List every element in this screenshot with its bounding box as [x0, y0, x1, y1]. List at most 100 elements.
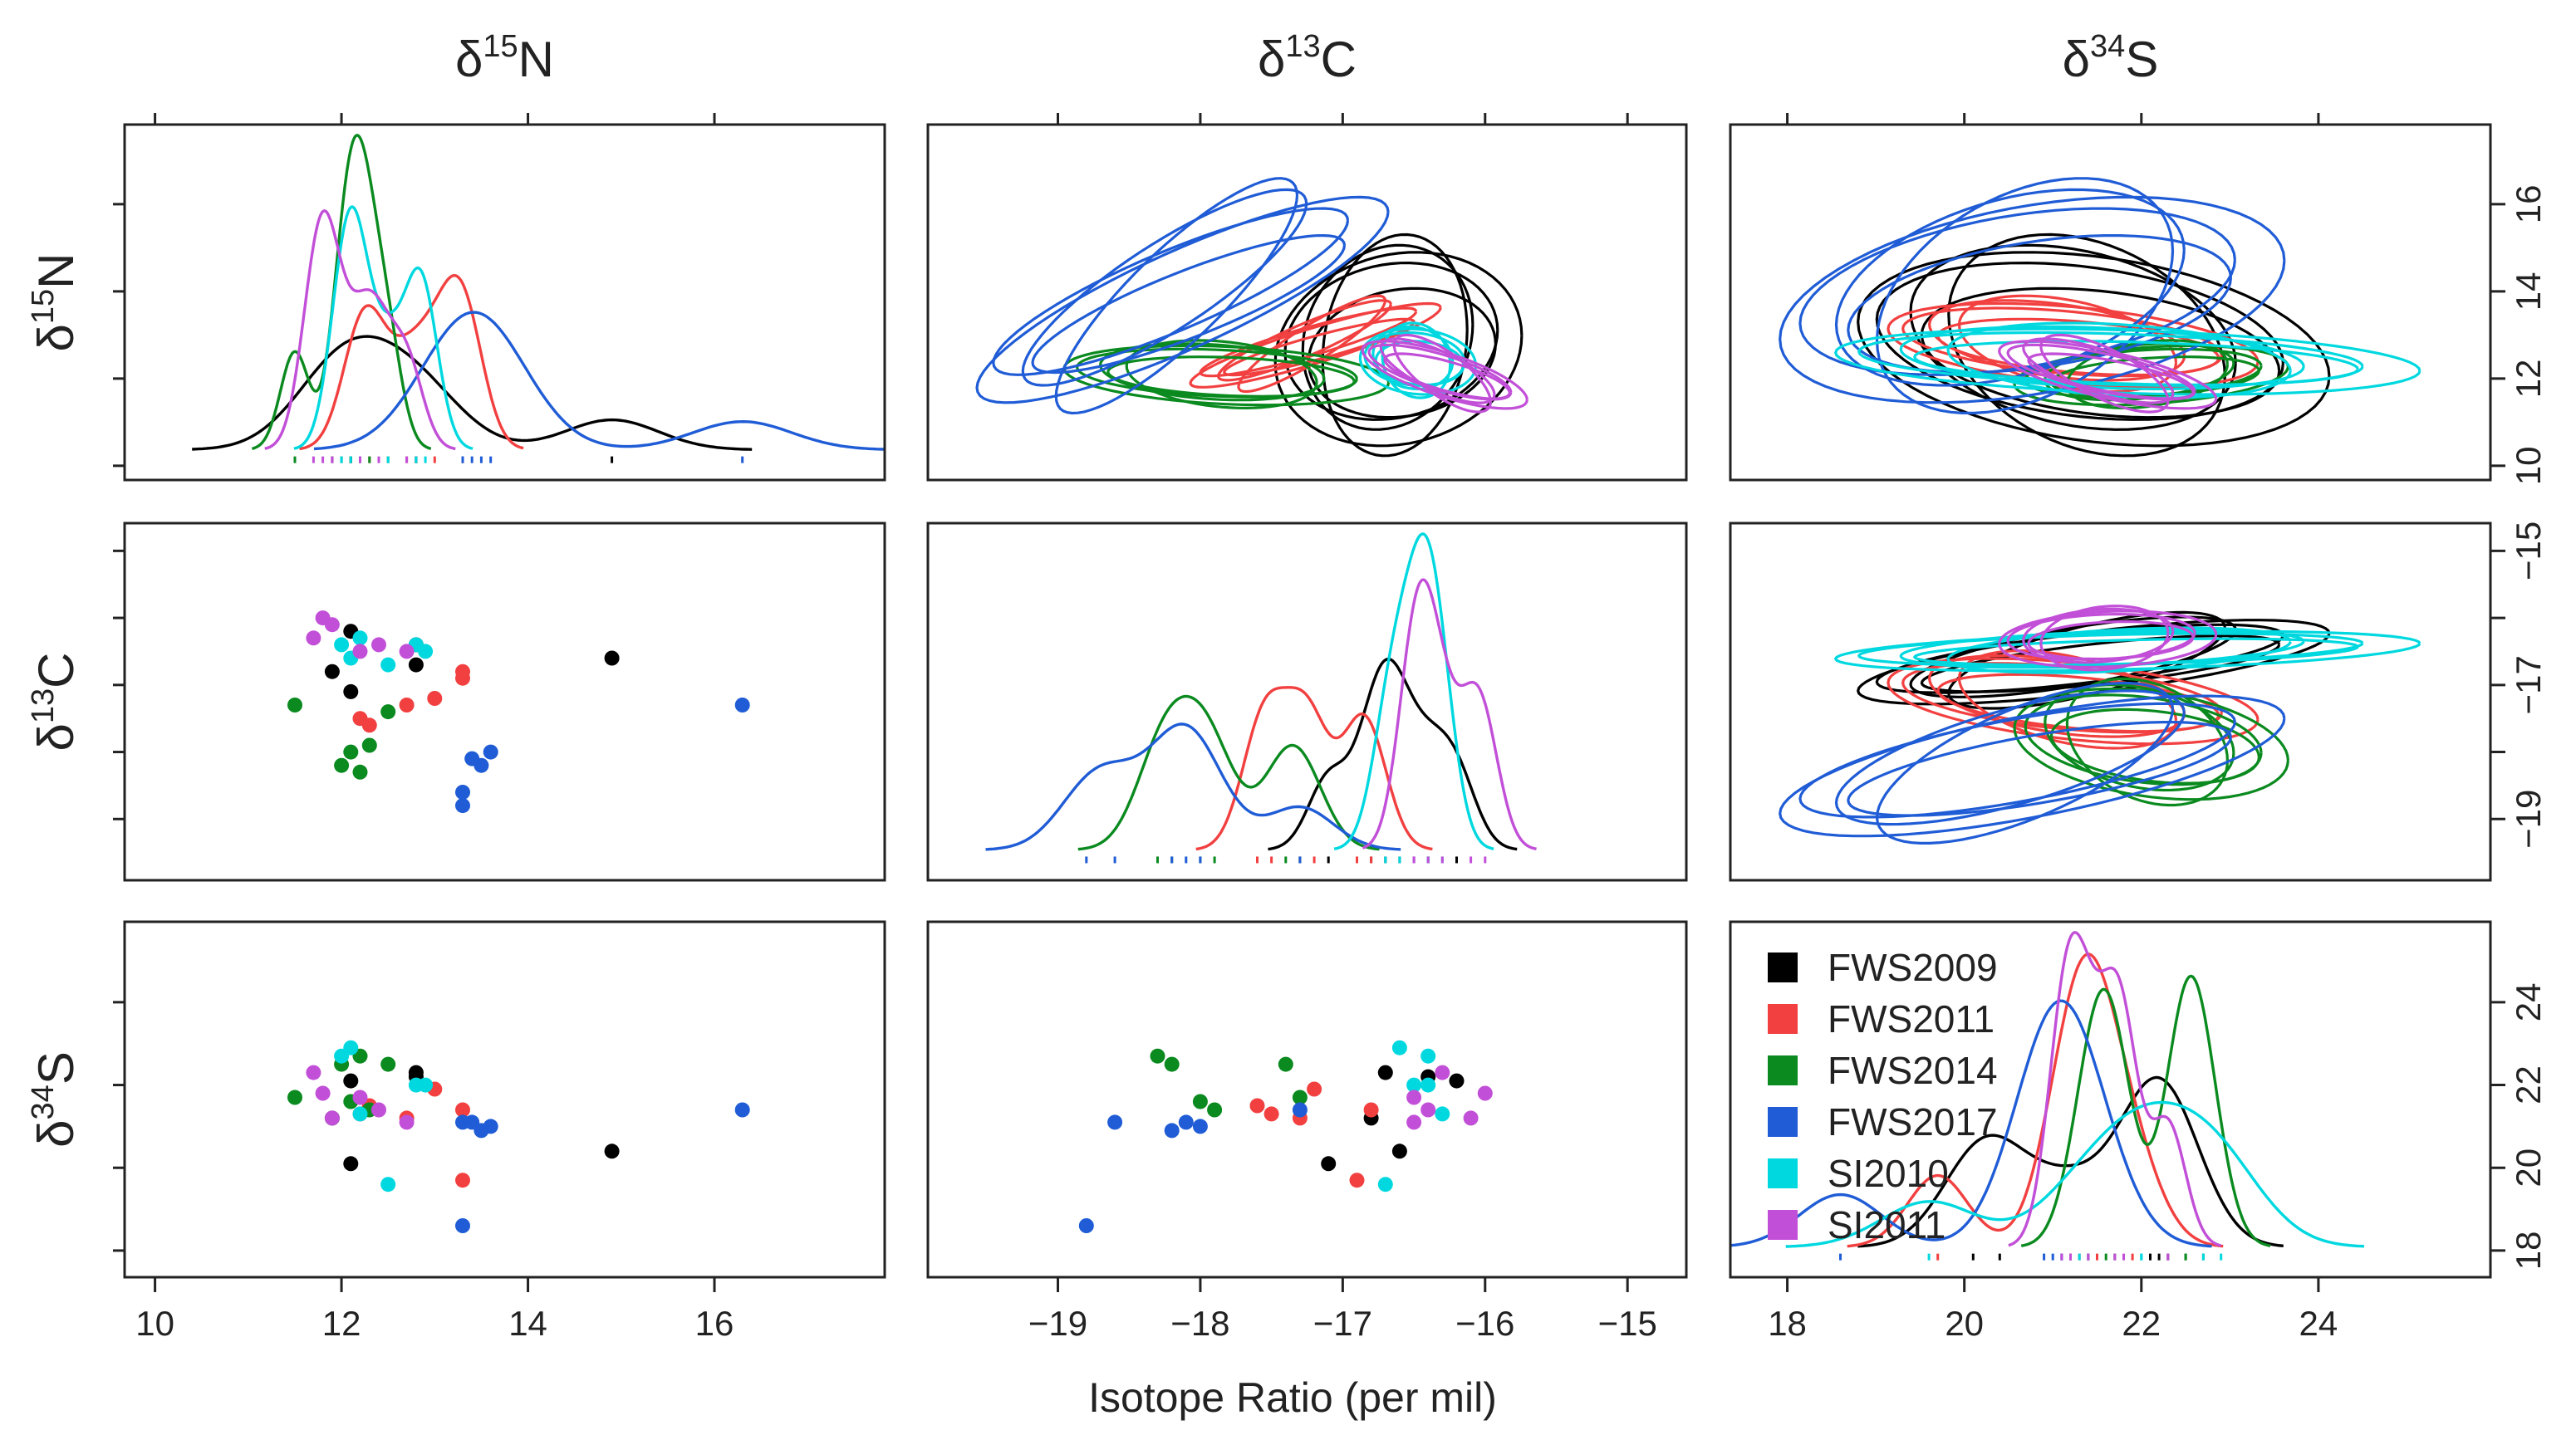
- point-FWS2009: [343, 1156, 359, 1172]
- y-tick-label: 12: [2509, 360, 2548, 399]
- panel-content: [1078, 1040, 1493, 1233]
- point-FWS2011: [1363, 1102, 1379, 1118]
- y-tick-label: −17: [2509, 655, 2548, 714]
- panel-N-S: [1729, 123, 2492, 482]
- point-FWS2009: [408, 657, 424, 673]
- point-FWS2011: [1349, 1173, 1365, 1188]
- point-SI2010: [1420, 1077, 1436, 1093]
- ellipse-SI2010: [1833, 327, 2421, 396]
- point-SI2010: [1406, 1077, 1422, 1093]
- ellipse-FWS2017: [1875, 681, 2175, 845]
- y-tick-label: 16: [2509, 185, 2548, 224]
- point-FWS2011: [1263, 1106, 1279, 1122]
- point-SI2011: [371, 1102, 386, 1118]
- legend-swatch-FWS2011: [1768, 1004, 1798, 1034]
- panel-frame: [1729, 123, 2492, 482]
- legend-label-SI2010: SI2010: [1828, 1152, 1949, 1195]
- panel-content: [1779, 605, 2421, 845]
- ellipse-FWS2017: [1847, 720, 2233, 817]
- point-SI2010: [1420, 1048, 1436, 1064]
- ellipse-SI2010: [1913, 340, 2359, 386]
- panel-frame: [926, 123, 1688, 482]
- panel-C-C: [926, 522, 1688, 882]
- point-FWS2014: [352, 764, 368, 780]
- panel-content: [975, 177, 1528, 458]
- ellipse-SI2011: [1998, 340, 2218, 410]
- x-tick-label: 10: [135, 1304, 174, 1343]
- point-SI2011: [352, 1090, 368, 1105]
- density-FWS2014: [2020, 974, 2271, 1247]
- point-SI2010: [334, 637, 350, 653]
- point-FWS2014: [287, 1090, 302, 1105]
- point-FWS2009: [343, 1073, 359, 1089]
- ellipse-FWS2014: [2044, 683, 2235, 792]
- point-FWS2009: [604, 650, 620, 666]
- point-SI2011: [324, 617, 340, 633]
- point-SI2011: [399, 644, 415, 659]
- density-FWS2011: [1847, 953, 2224, 1248]
- x-tick-label: 24: [2299, 1304, 2338, 1343]
- ellipse-FWS2017: [1031, 233, 1347, 375]
- ellipse-FWS2017: [1834, 689, 2186, 826]
- point-FWS2009: [1449, 1073, 1465, 1089]
- ellipse-SI2011: [2039, 605, 2170, 672]
- ellipse-SI2011: [2039, 333, 2170, 414]
- point-FWS2009: [1377, 1065, 1393, 1080]
- panel-content: [287, 1040, 750, 1233]
- legend-swatch-FWS2017: [1768, 1107, 1798, 1137]
- point-FWS2014: [1150, 1048, 1165, 1064]
- ellipse-SI2011: [2027, 352, 2195, 400]
- density-SI2010: [293, 205, 473, 450]
- ellipse-SI2010: [1912, 637, 2359, 667]
- ellipse-FWS2017: [1847, 234, 2233, 375]
- point-FWS2017: [455, 1218, 470, 1233]
- column-title-C: δ13C: [1258, 29, 1357, 87]
- point-FWS2014: [380, 704, 396, 720]
- point-FWS2017: [455, 785, 470, 800]
- ellipse-FWS2011: [1887, 301, 2260, 389]
- ellipse-SI2011: [1383, 352, 1511, 400]
- ellipse-FWS2017: [1875, 177, 2175, 414]
- panel-frame: [926, 522, 1688, 882]
- density-FWS2017: [313, 311, 885, 451]
- point-FWS2017: [473, 757, 489, 773]
- point-SI2010: [418, 644, 434, 659]
- ellipse-FWS2017: [975, 195, 1390, 404]
- point-FWS2017: [1192, 1119, 1208, 1134]
- point-SI2010: [380, 1177, 396, 1192]
- point-SI2010: [1377, 1177, 1393, 1192]
- density-FWS2009: [192, 335, 753, 451]
- point-FWS2011: [427, 691, 443, 706]
- ellipse-FWS2017: [1779, 195, 2286, 404]
- ellipse-FWS2009: [1857, 619, 2331, 706]
- point-SI2010: [352, 630, 368, 646]
- y-tick-label: 10: [2509, 447, 2548, 486]
- x-tick-label: −16: [1455, 1304, 1514, 1343]
- panel-content: [192, 133, 885, 463]
- point-FWS2014: [343, 744, 359, 760]
- point-FWS2017: [1292, 1102, 1308, 1118]
- x-tick-label: 12: [322, 1304, 361, 1343]
- point-FWS2011: [455, 670, 470, 686]
- ellipse-FWS2014: [1106, 355, 1356, 398]
- panel-frame: [123, 522, 886, 882]
- point-FWS2014: [1192, 1094, 1208, 1109]
- y-tick-label: 24: [2509, 983, 2548, 1022]
- panel-content: [1779, 177, 2421, 458]
- panel-content: [1730, 931, 2365, 1261]
- point-SI2010: [343, 1040, 359, 1055]
- ellipse-FWS2017: [1798, 702, 2236, 819]
- y-tick-label: 22: [2509, 1065, 2548, 1104]
- panel-content: [985, 532, 1537, 864]
- point-FWS2011: [455, 1173, 470, 1188]
- legend-swatch-SI2011: [1768, 1210, 1798, 1240]
- ellipse-SI2011: [1998, 610, 2218, 669]
- panel-frame: [123, 920, 886, 1279]
- point-SI2011: [306, 1065, 321, 1080]
- density-SI2011: [264, 208, 456, 451]
- point-FWS2014: [1278, 1056, 1293, 1072]
- point-FWS2017: [734, 698, 750, 713]
- x-tick-label: −18: [1170, 1304, 1229, 1343]
- y-tick-label: −19: [2509, 790, 2548, 849]
- point-FWS2009: [343, 683, 359, 699]
